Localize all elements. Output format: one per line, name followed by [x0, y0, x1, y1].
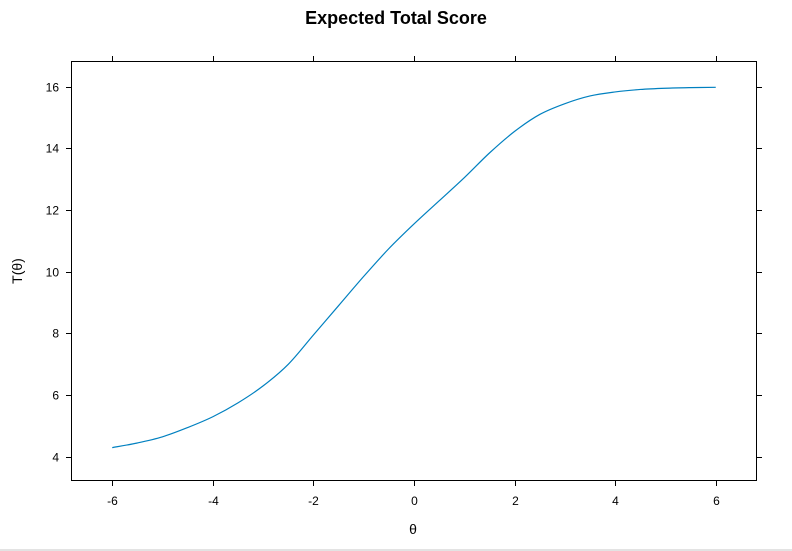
x-tick-label: -6	[107, 494, 118, 508]
x-tick-label: 0	[411, 494, 418, 508]
y-axis: 4 6 8 10 12 14 16	[46, 81, 762, 465]
x-tick-label: 6	[713, 494, 720, 508]
y-tick-label: 6	[52, 389, 59, 403]
y-tick-label: 16	[46, 81, 60, 95]
x-axis-label: θ	[409, 521, 417, 537]
x-tick-label: -2	[308, 494, 319, 508]
chart-title: Expected Total Score	[305, 8, 487, 28]
x-axis: -6 -4 -2 0 2 4 6	[107, 56, 720, 508]
y-tick-label: 10	[46, 266, 60, 280]
x-tick-label: 2	[512, 494, 519, 508]
y-tick-label: 4	[52, 451, 59, 465]
y-tick-label: 8	[52, 327, 59, 341]
x-tick-label: -4	[208, 494, 219, 508]
x-tick-label: 4	[612, 494, 619, 508]
series-line-expected-total-score	[112, 86, 716, 449]
bottom-divider	[0, 549, 792, 551]
plot-frame	[71, 61, 757, 481]
y-axis-label: T(θ)	[9, 258, 25, 284]
y-tick-label: 14	[46, 142, 60, 156]
y-tick-label: 12	[46, 204, 60, 218]
